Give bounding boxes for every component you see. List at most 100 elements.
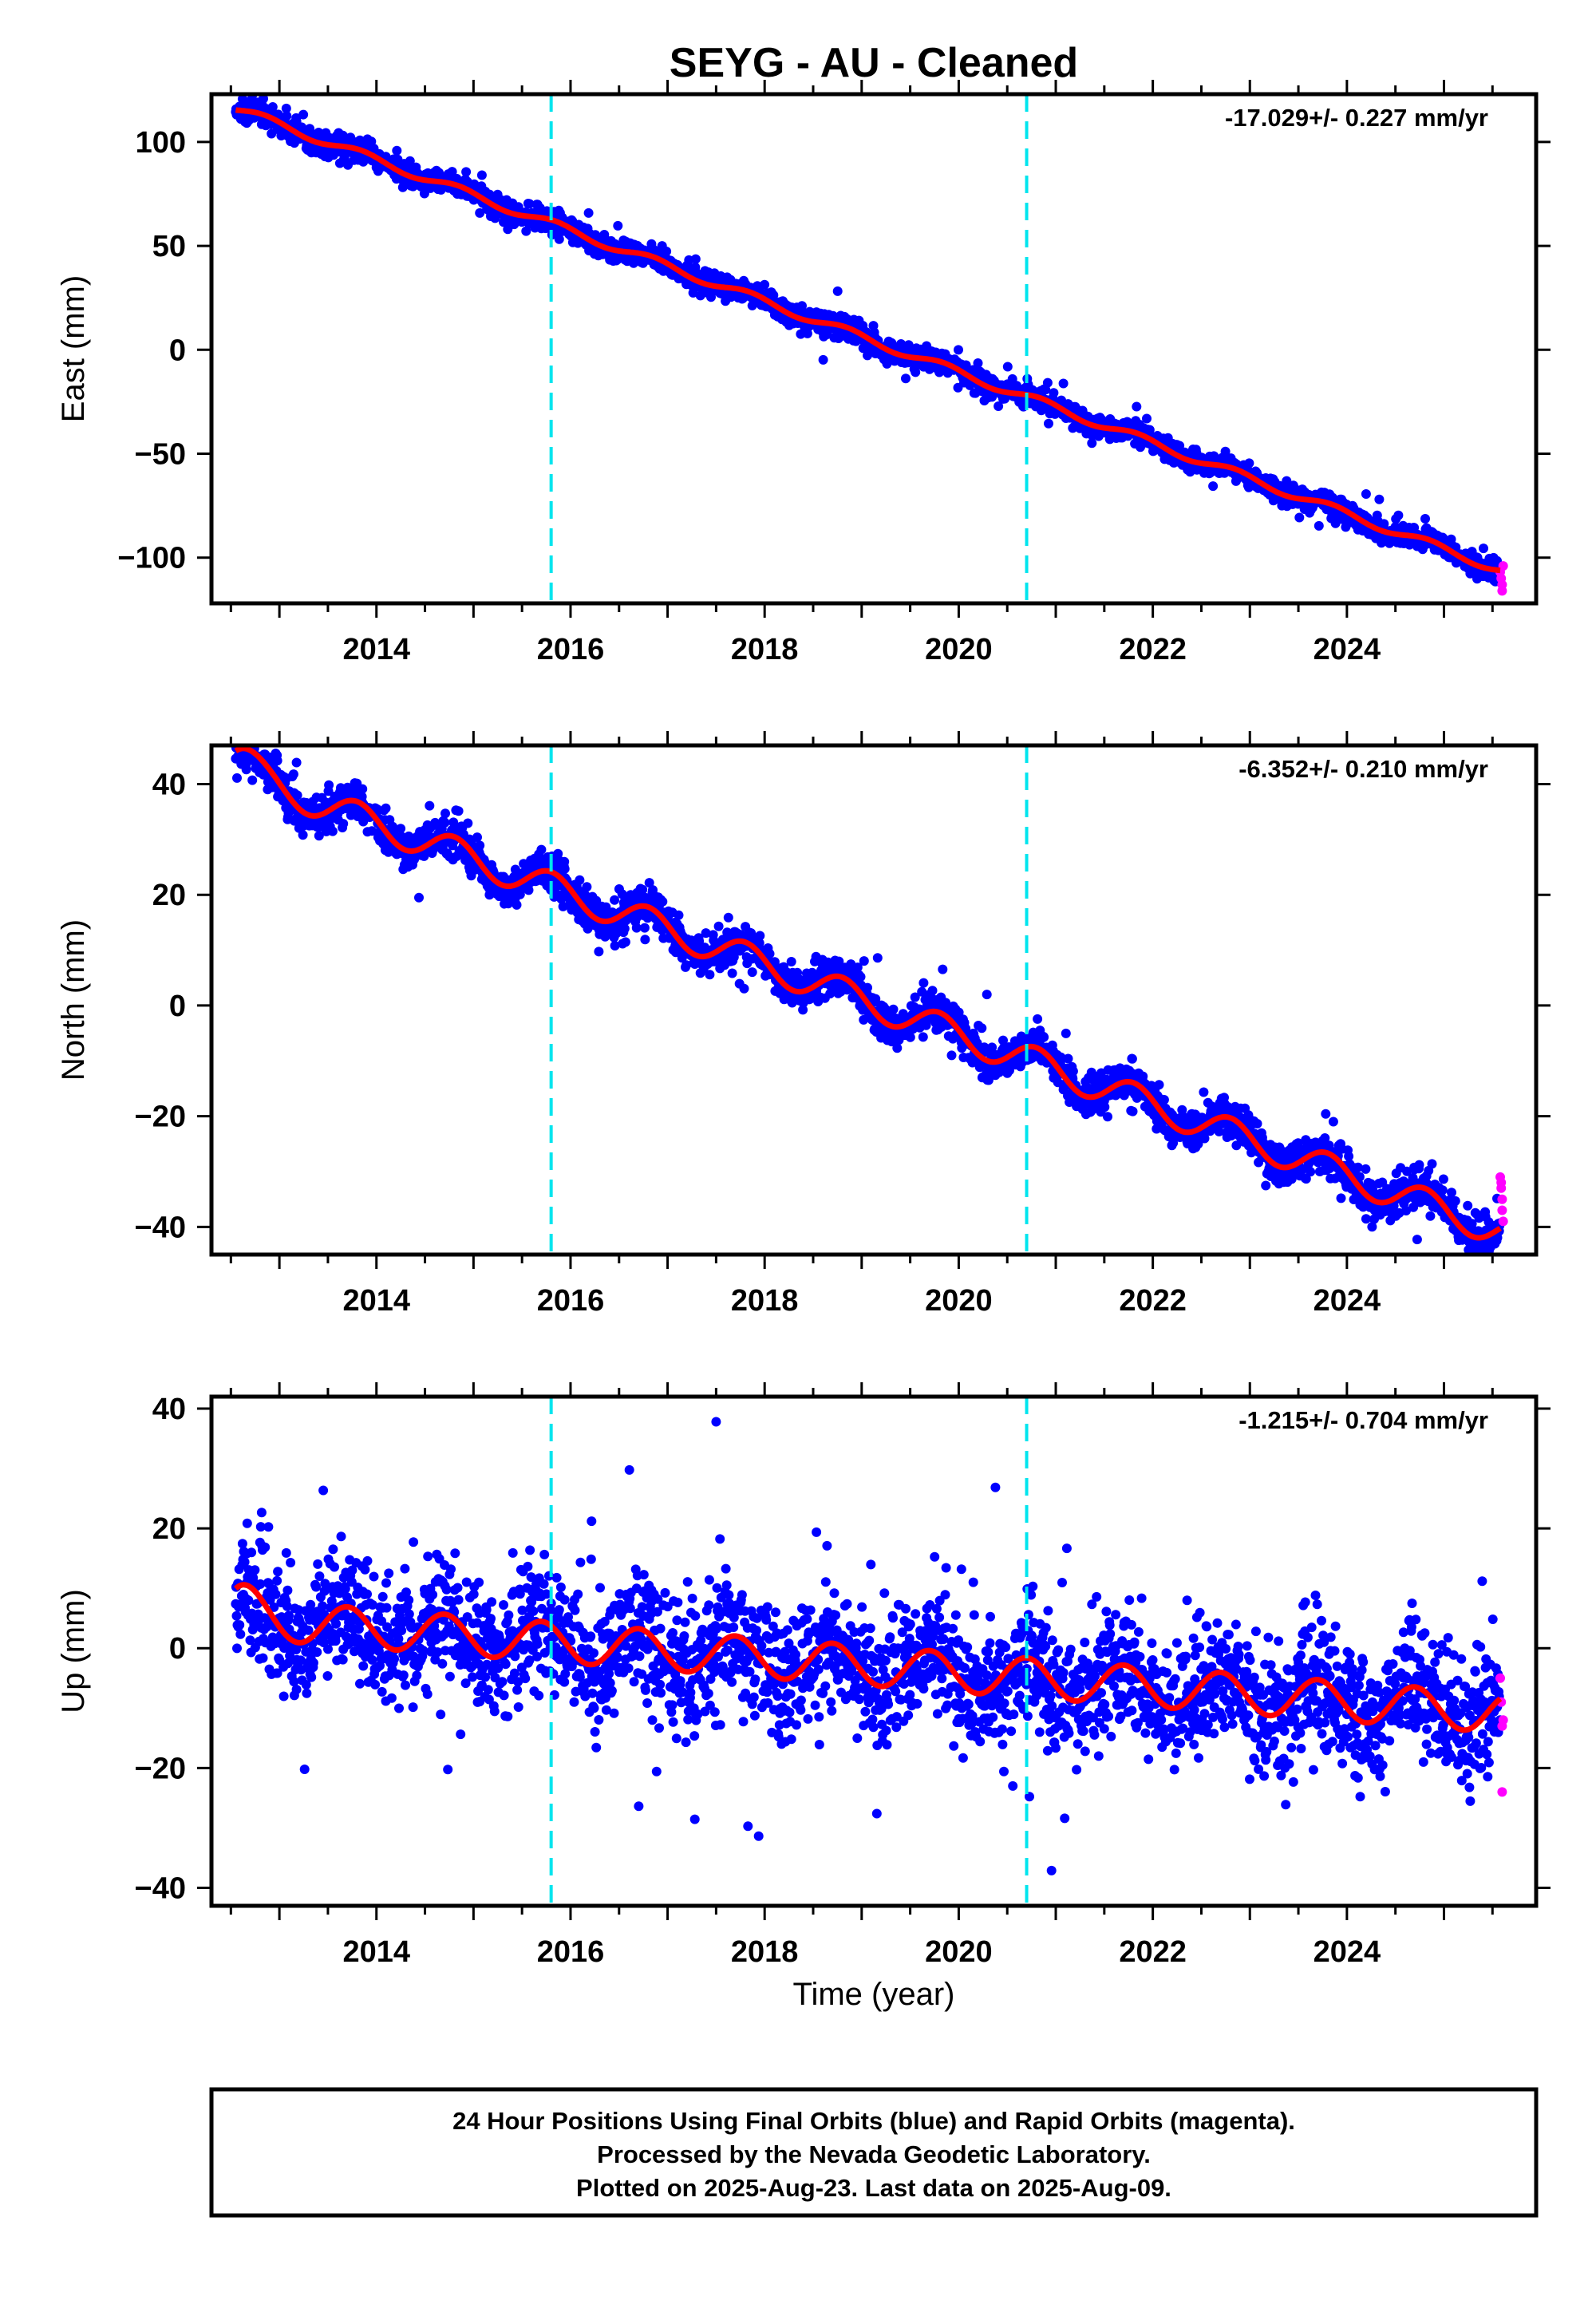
data-point	[610, 941, 620, 951]
data-point	[298, 830, 308, 840]
data-point	[911, 367, 921, 377]
data-point	[267, 128, 277, 139]
data-point	[251, 729, 261, 739]
data-point	[918, 978, 929, 988]
data-point	[521, 226, 531, 236]
y-tick-label: 100	[136, 126, 186, 160]
x-tick-label: 2016	[537, 633, 605, 666]
x-tick-label: 2018	[731, 633, 799, 666]
data-point	[1049, 388, 1059, 398]
data-point	[688, 287, 698, 298]
data-point	[954, 345, 963, 355]
data-point	[760, 279, 770, 290]
x-tick-label: 2024	[1314, 633, 1381, 666]
data-point	[859, 1014, 869, 1025]
data-point	[798, 1005, 808, 1015]
data-point	[252, 733, 262, 742]
data-point	[1159, 1095, 1169, 1105]
data-point	[1154, 1080, 1164, 1090]
data-point	[918, 1032, 928, 1042]
y-tick-label: 0	[169, 334, 186, 367]
data-point	[475, 207, 485, 218]
data-point	[644, 878, 654, 888]
data-point	[640, 935, 650, 945]
data-point	[768, 290, 779, 300]
data-point	[476, 170, 487, 180]
data-point	[954, 1007, 964, 1018]
data-point	[425, 800, 435, 811]
data-point	[681, 960, 692, 970]
data-point	[234, 733, 243, 743]
data-point	[620, 937, 630, 947]
data-point	[705, 970, 715, 980]
y-tick-label: −100	[117, 542, 186, 575]
data-point	[288, 769, 298, 780]
data-point	[973, 358, 983, 368]
data-point	[414, 892, 424, 903]
data-point	[910, 992, 920, 1002]
data-point	[1063, 1053, 1073, 1064]
data-point	[755, 931, 765, 941]
data-point	[1138, 1071, 1148, 1081]
data-point	[982, 990, 992, 1000]
data-point	[629, 258, 638, 268]
y-tick-label: −50	[135, 438, 186, 472]
data-point	[872, 953, 883, 963]
y-tick-label: 50	[152, 230, 186, 263]
data-point	[613, 220, 623, 231]
data-point	[314, 831, 324, 841]
data-point	[447, 167, 457, 177]
data-point	[1361, 489, 1371, 499]
data-point	[396, 824, 406, 834]
x-tick-label: 2022	[1119, 633, 1187, 666]
data-point	[946, 1050, 957, 1061]
data-point	[994, 401, 1004, 411]
data-point	[1168, 1138, 1179, 1148]
data-point	[1002, 362, 1013, 372]
data-point	[232, 773, 242, 783]
rapid-point	[1498, 561, 1508, 571]
data-point	[246, 710, 255, 720]
data-point	[882, 358, 892, 369]
data-point	[754, 938, 764, 948]
data-point	[852, 962, 863, 973]
data-point	[871, 994, 881, 1004]
x-tick-label: 2014	[342, 633, 410, 666]
data-point	[559, 864, 570, 874]
data-point	[1142, 413, 1152, 424]
east-rapid-points	[1495, 561, 1508, 596]
data-point	[631, 923, 642, 933]
data-point	[282, 111, 292, 121]
data-point	[440, 817, 450, 828]
data-point	[1393, 510, 1404, 520]
data-point	[523, 885, 534, 895]
data-point	[764, 949, 775, 959]
data-point	[888, 1004, 899, 1014]
data-point	[292, 790, 302, 800]
data-point	[327, 826, 338, 836]
data-point	[259, 94, 268, 104]
data-point	[1374, 494, 1385, 504]
data-point	[601, 902, 611, 912]
data-point	[1005, 1065, 1014, 1076]
data-point	[638, 884, 648, 895]
data-point	[463, 818, 473, 828]
data-point	[786, 957, 796, 966]
data-point	[701, 928, 711, 939]
data-point	[863, 982, 872, 993]
data-point	[859, 956, 869, 966]
data-point	[892, 1043, 903, 1053]
figure-title: SEYG - AU - Cleaned	[670, 40, 1078, 86]
data-point	[727, 968, 737, 978]
data-point	[255, 734, 265, 744]
data-point	[1175, 441, 1185, 451]
data-point	[998, 1035, 1008, 1045]
data-point	[1420, 514, 1430, 524]
data-point	[272, 756, 282, 766]
data-point	[559, 856, 570, 867]
data-point	[1044, 418, 1053, 429]
east-rate-label: -17.029+/- 0.227 mm/yr	[1225, 104, 1488, 132]
data-point	[239, 735, 249, 745]
data-point	[336, 783, 346, 793]
east-y-axis-label: East (mm)	[56, 275, 91, 422]
